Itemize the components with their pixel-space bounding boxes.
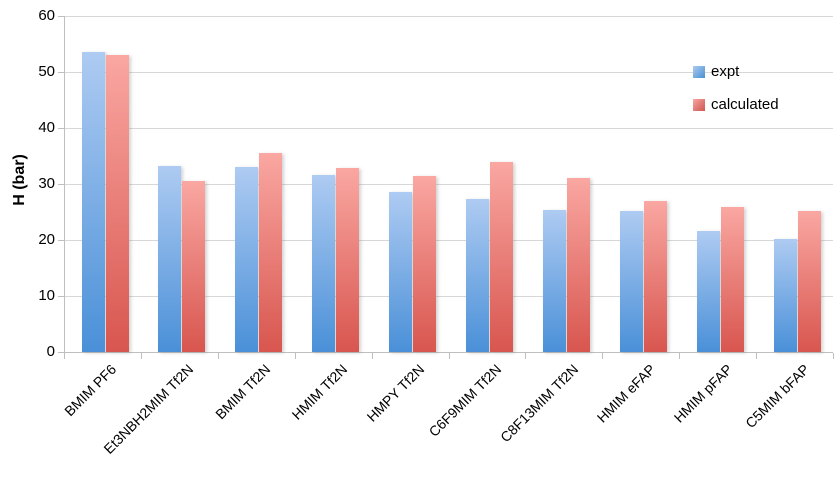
x-tick-8 — [679, 353, 681, 359]
legend-swatch-calculated-icon — [693, 99, 705, 111]
x-tick-10 — [833, 353, 834, 359]
x-tick-4 — [371, 353, 373, 359]
gridline-20 — [64, 239, 833, 241]
bar-expt-c8f13mim-tf2n — [542, 210, 566, 352]
gridline-60 — [64, 15, 833, 17]
bar-calculated-c8f13mim-tf2n — [566, 177, 590, 352]
gridline-40 — [64, 127, 833, 129]
legend-label-calculated: calculated — [711, 96, 779, 113]
y-tick-label-20: 20 — [38, 231, 55, 248]
bar-expt-bmim-tf2n — [235, 167, 259, 352]
bar-calculated-bmim-pf6 — [105, 55, 129, 352]
bar-calculated-hmim-pfap — [720, 206, 744, 352]
x-tick-0 — [64, 353, 65, 359]
bar-expt-hmpy-tf2n — [389, 192, 413, 352]
bar-expt-hmim-tf2n — [312, 175, 336, 352]
gridline-30 — [64, 183, 833, 185]
bar-calculated-hmpy-tf2n — [413, 175, 437, 352]
y-tick-30 — [58, 184, 64, 185]
x-tick-6 — [525, 353, 527, 359]
y-tick-label-40: 40 — [38, 119, 55, 136]
legend-item-calculated: calculated — [693, 94, 779, 116]
x-axis-line — [64, 352, 833, 353]
bar-expt-bmim-pf6 — [81, 52, 105, 352]
x-tick-3 — [294, 353, 296, 359]
y-tick-40 — [58, 128, 64, 129]
gridline-50 — [64, 71, 833, 73]
y-tick-50 — [58, 72, 64, 73]
y-tick-label-10: 10 — [38, 287, 55, 304]
legend-item-expt: expt — [693, 61, 779, 83]
bar-calculated-bmim-tf2n — [259, 153, 283, 352]
y-tick-0 — [58, 352, 64, 353]
bar-calculated-c6f9mim-tf2n — [490, 161, 513, 352]
legend-label-expt: expt — [711, 63, 740, 80]
y-tick-20 — [58, 240, 64, 241]
y-tick-10 — [58, 296, 64, 297]
bar-expt-et3nbh2mim-tf2n — [158, 166, 182, 352]
bar-expt-hmim-efap — [619, 210, 643, 352]
legend-swatch-expt-icon — [693, 66, 705, 78]
y-axis-line — [64, 16, 65, 352]
x-tick-2 — [217, 353, 219, 359]
bar-expt-hmim-pfap — [696, 231, 720, 352]
x-tick-7 — [602, 353, 604, 359]
x-tick-5 — [448, 353, 450, 359]
bar-calculated-et3nbh2mim-tf2n — [182, 181, 206, 352]
legend: expt calculated — [693, 61, 779, 127]
y-tick-label-50: 50 — [38, 63, 55, 80]
bar-calculated-c5mim-bfap — [797, 210, 821, 352]
gridline-10 — [64, 295, 833, 297]
bar-calculated-hmim-tf2n — [336, 168, 360, 352]
y-tick-60 — [58, 16, 64, 17]
y-tick-label-0: 0 — [46, 343, 55, 360]
bar-expt-c6f9mim-tf2n — [466, 199, 489, 352]
x-tick-9 — [756, 353, 758, 359]
x-tick-1 — [140, 353, 142, 359]
y-tick-label-30: 30 — [38, 175, 55, 192]
bar-expt-c5mim-bfap — [773, 238, 797, 352]
y-tick-label-60: 60 — [38, 7, 55, 24]
bar-calculated-hmim-efap — [643, 200, 667, 352]
x-category-label-c5mim-bfap: C5MIM bFAP — [741, 361, 812, 432]
